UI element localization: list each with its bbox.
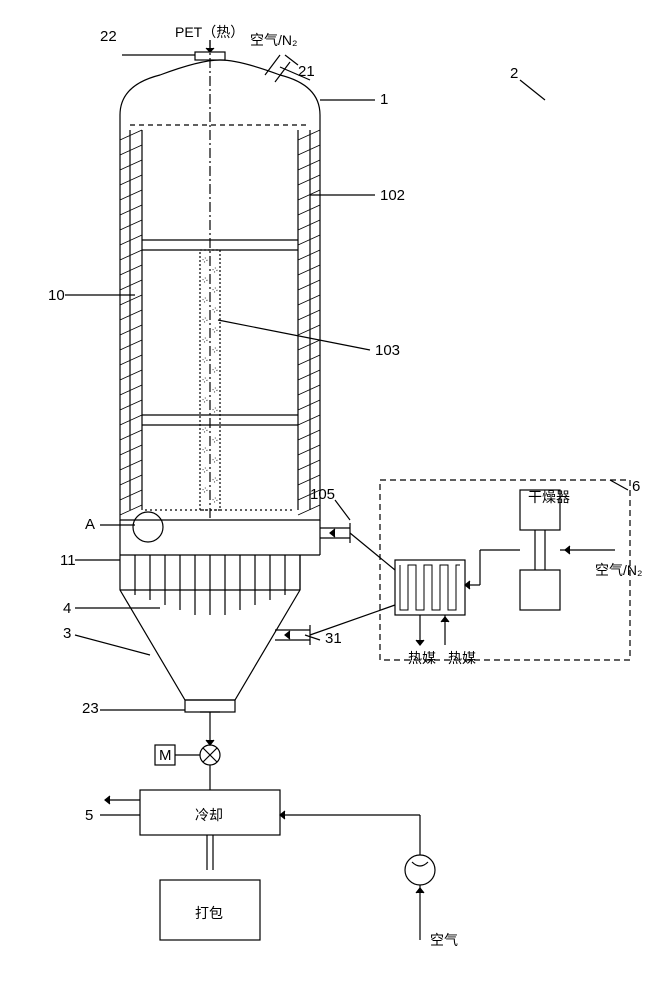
label-3: 3 — [63, 625, 71, 642]
label-21: 21 — [298, 63, 315, 80]
label-M: M — [159, 747, 172, 764]
label-2: 2 — [510, 65, 518, 82]
text-air-n2-right: 空气/N₂ — [595, 560, 642, 580]
label-6: 6 — [632, 478, 640, 495]
label-105: 105 — [310, 486, 335, 503]
text-heat-medium2: 热媒 — [448, 648, 476, 668]
text-dryer: 干燥器 — [528, 487, 570, 507]
label-1: 1 — [380, 91, 388, 108]
label-5: 5 — [85, 807, 93, 824]
text-air: 空气 — [430, 930, 458, 950]
text-packing: 打包 — [195, 903, 223, 923]
label-11: 11 — [60, 552, 76, 569]
label-102: 102 — [380, 187, 405, 204]
text-air-n2-top: 空气/N₂ — [250, 30, 297, 50]
label-22: 22 — [100, 28, 117, 45]
label-31: 31 — [325, 630, 342, 647]
label-4: 4 — [63, 600, 71, 617]
label-10: 10 — [48, 287, 65, 304]
text-cooling: 冷却 — [195, 805, 223, 825]
label-A: A — [85, 516, 95, 533]
text-heat-medium1: 热媒 — [408, 648, 436, 668]
text-pet: PET（热） — [175, 22, 244, 42]
label-23: 23 — [82, 700, 99, 717]
label-103: 103 — [375, 342, 400, 359]
